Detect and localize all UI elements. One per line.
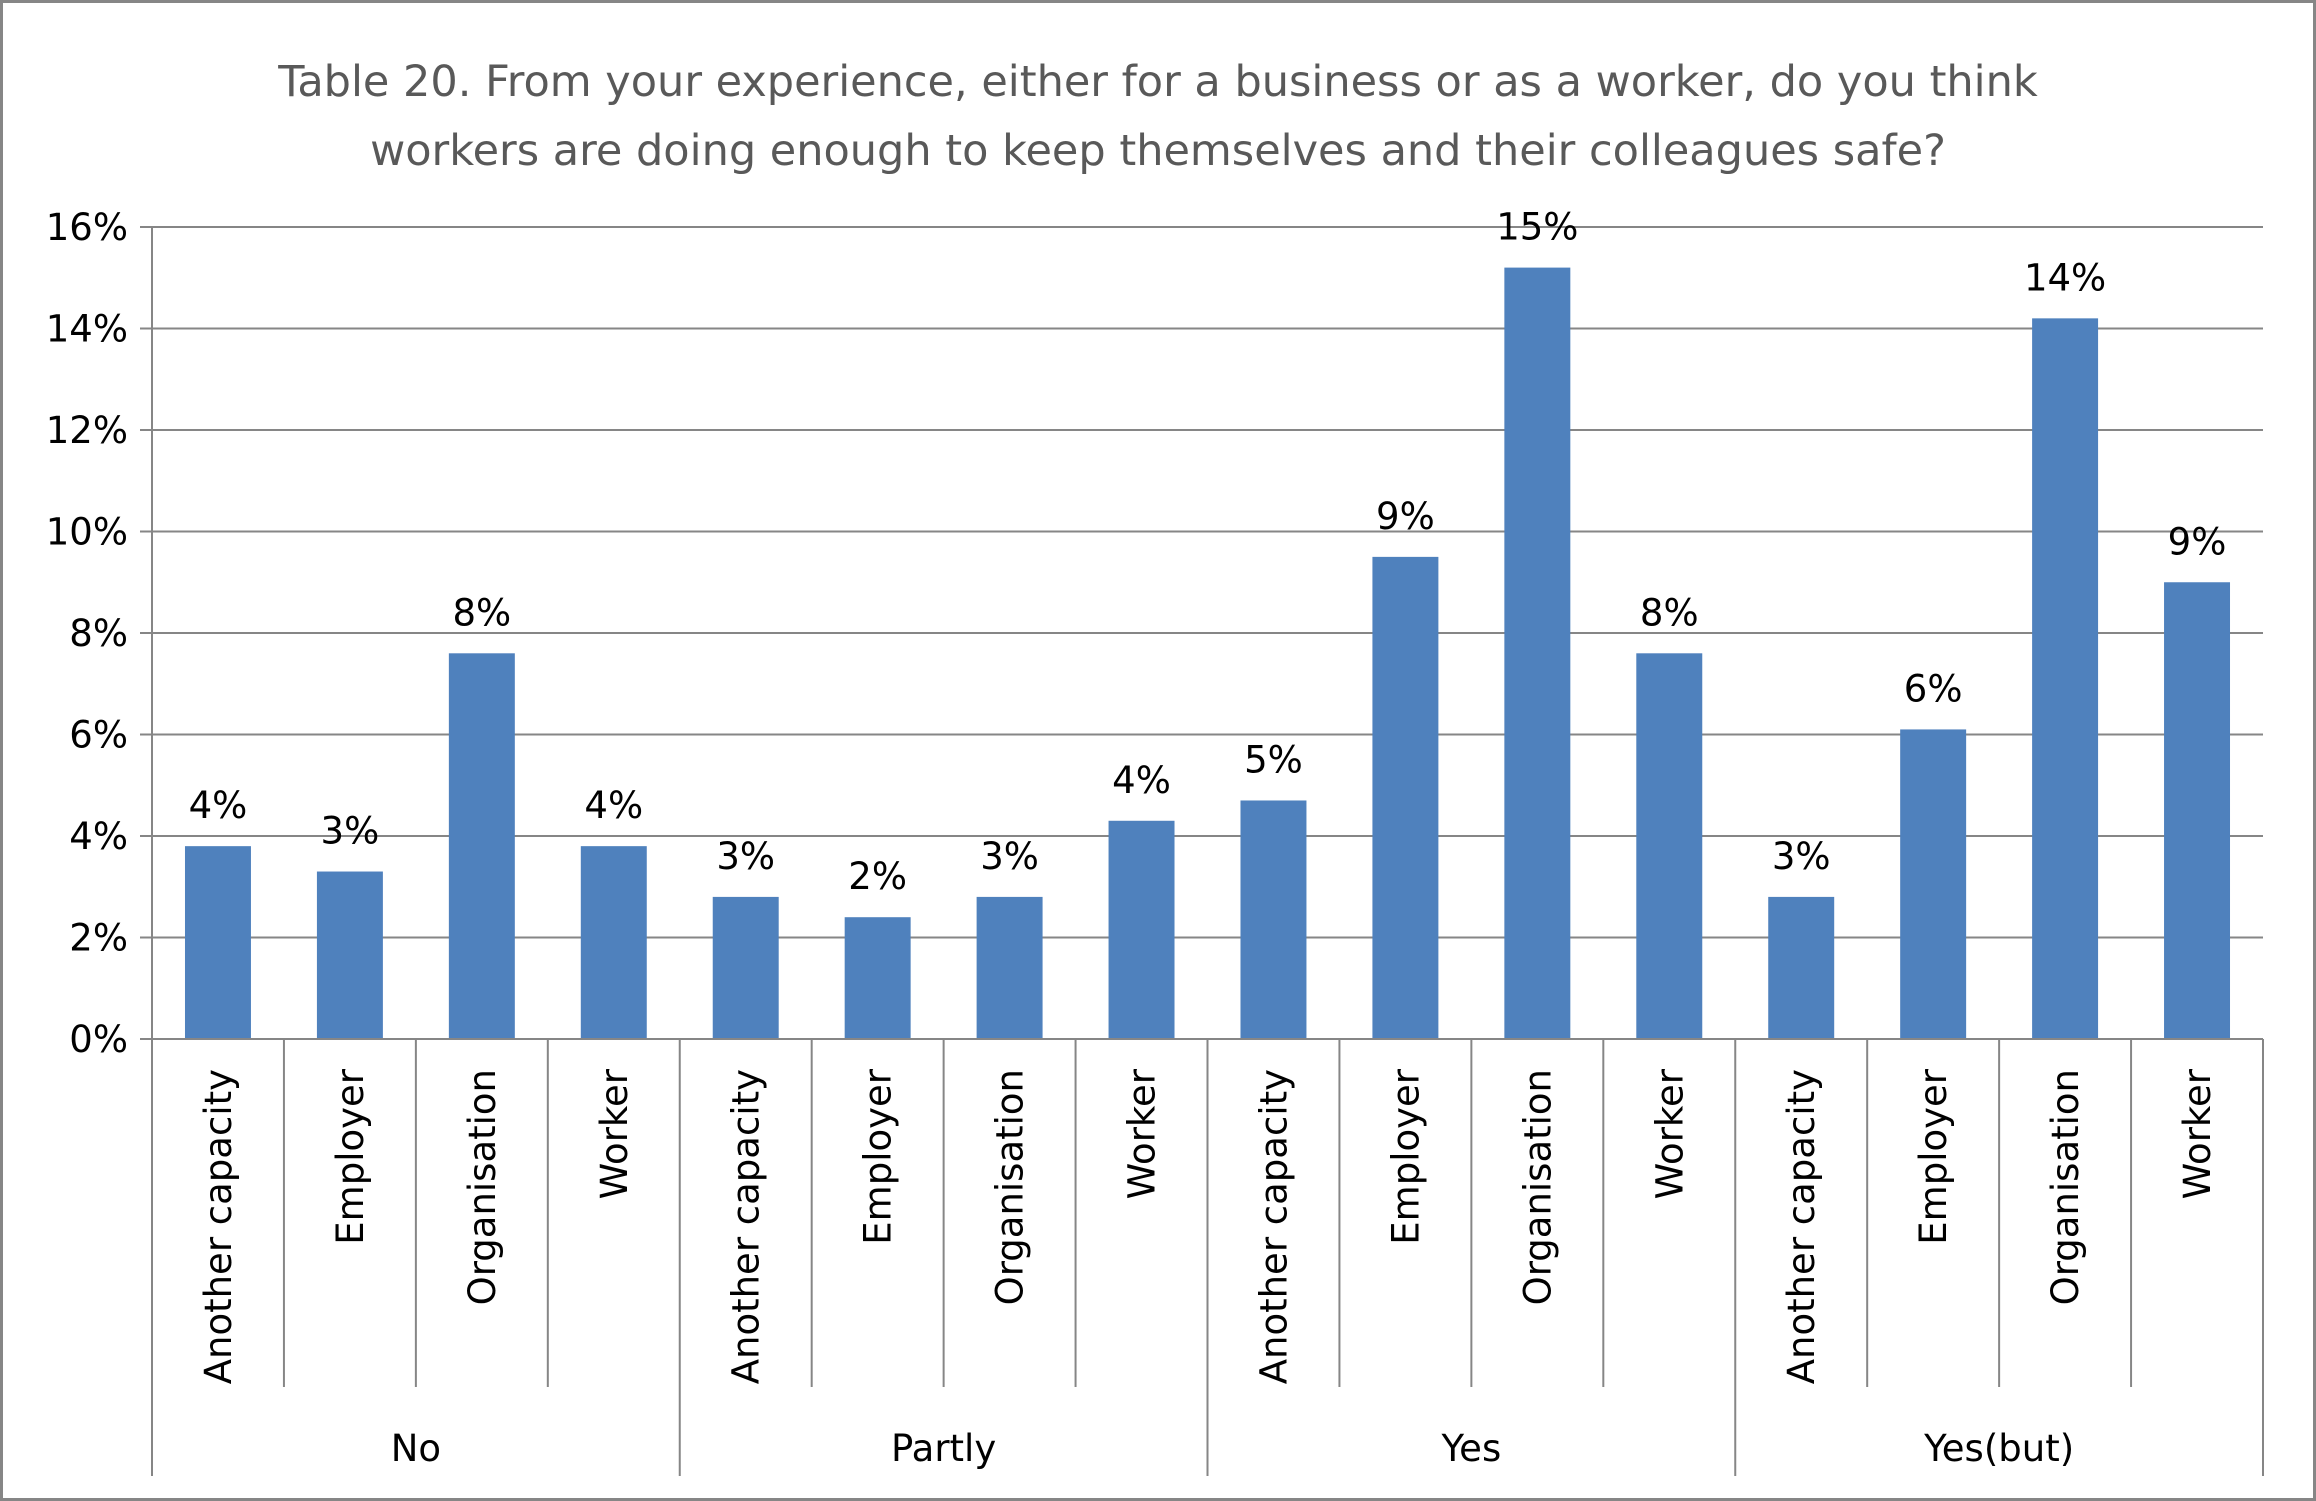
y-tick-label: 8%: [69, 612, 128, 655]
x-axis: Another capacity Employer Organisation Work…: [151, 227, 2264, 1476]
chart-title: Table 20. From your experience, either f…: [277, 57, 2038, 176]
data-label: 9%: [1376, 495, 1435, 538]
data-label: 15%: [1496, 206, 1578, 249]
category-label: Worker: [1648, 1068, 1691, 1199]
category-label: Another capacity: [1780, 1069, 1823, 1384]
data-label: 6%: [1904, 667, 1963, 710]
data-label: 8%: [452, 591, 511, 634]
category-label: Employer: [329, 1068, 372, 1244]
chart-title-line: workers are doing enough to keep themsel…: [370, 126, 1946, 176]
bar: [1372, 556, 1439, 1039]
category-label: Employer: [1912, 1068, 1955, 1244]
category-label: Employer: [1384, 1068, 1427, 1244]
y-axis-ticks: 0% 2% 4% 6% 8% 10% 12% 14% 16%: [46, 206, 128, 1061]
bar: [1504, 267, 1571, 1040]
data-label: 2%: [848, 855, 907, 898]
category-label: Another capacity: [725, 1069, 768, 1384]
group-label: No: [391, 1427, 441, 1470]
data-label: 4%: [189, 784, 248, 827]
data-labels: 4% 3% 8% 4% 3% 2% 3% 4% 5% 9% 15% 8% 3% 6% 14% 9%: [189, 206, 2227, 899]
data-label: 3%: [321, 810, 380, 853]
data-label: 5%: [1244, 738, 1303, 781]
data-label: 3%: [980, 835, 1039, 878]
y-tick-label: 12%: [46, 409, 128, 452]
bar: [712, 896, 779, 1039]
y-tick-label: 6%: [69, 714, 128, 757]
data-label: 14%: [2024, 256, 2106, 299]
bar: [1240, 800, 1307, 1039]
category-label: Organisation: [989, 1069, 1032, 1305]
data-label: 8%: [1640, 591, 1699, 634]
data-label: 4%: [584, 784, 643, 827]
data-label: 4%: [1112, 759, 1171, 802]
bar: [2164, 582, 2231, 1039]
category-label: Worker: [1121, 1068, 1164, 1199]
bar: [2032, 318, 2099, 1040]
category-label: Organisation: [2044, 1069, 2087, 1305]
bar: [184, 846, 251, 1039]
y-tick-label: 16%: [46, 206, 128, 249]
bar: [976, 896, 1043, 1039]
bar: [1768, 896, 1835, 1039]
data-label: 3%: [716, 835, 775, 878]
group-label: Partly: [891, 1427, 996, 1470]
data-label: 3%: [1772, 835, 1831, 878]
category-label: Another capacity: [1252, 1069, 1295, 1384]
data-label: 9%: [2168, 520, 2227, 563]
y-tick-label: 4%: [69, 815, 128, 858]
y-tick-label: 2%: [69, 917, 128, 960]
bar: [580, 846, 647, 1039]
category-label: Worker: [593, 1068, 636, 1199]
y-tick-label: 0%: [69, 1018, 128, 1061]
group-label: Yes(but): [1923, 1427, 2074, 1470]
bar: [1900, 729, 1967, 1039]
category-label: Organisation: [461, 1069, 504, 1305]
category-label: Organisation: [1516, 1069, 1559, 1305]
category-label: Employer: [857, 1068, 900, 1244]
bar: [448, 653, 515, 1039]
chart-title-line: Table 20. From your experience, either f…: [277, 57, 2038, 107]
category-label: Another capacity: [197, 1069, 240, 1384]
bar: [1636, 653, 1703, 1039]
group-label: Yes: [1441, 1427, 1502, 1470]
bar: [844, 917, 911, 1039]
bar: [316, 871, 383, 1039]
bar: [1108, 820, 1175, 1039]
bars: [184, 267, 2231, 1040]
category-label: Worker: [2176, 1068, 2219, 1199]
y-tick-label: 10%: [46, 511, 128, 554]
y-tick-label: 14%: [46, 308, 128, 351]
